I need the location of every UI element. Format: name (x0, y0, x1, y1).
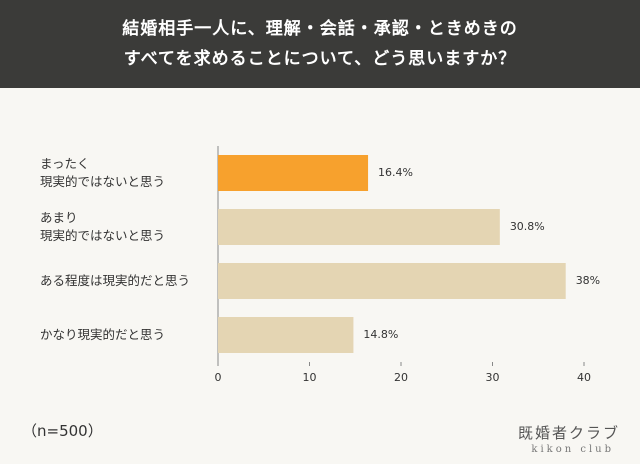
category-label: かなり現実的だと思う (40, 327, 166, 342)
category-label: あまり 現実的ではないと思う (40, 210, 166, 243)
x-tick-label: 10 (303, 371, 317, 384)
category-label: ある程度は現実的だと思う (40, 273, 191, 288)
bar (218, 209, 500, 245)
bar (218, 317, 354, 353)
logo-sub: kikon club (531, 444, 614, 455)
value-label: 16.4% (378, 166, 413, 179)
category-label: まったく 現実的ではないと思う (40, 156, 166, 189)
value-label: 14.8% (363, 328, 398, 341)
bar (218, 155, 369, 191)
sample-note: （n=500） (22, 422, 103, 440)
x-tick-label: 0 (215, 371, 222, 384)
x-tick-label: 20 (394, 371, 408, 384)
x-tick-label: 30 (486, 371, 500, 384)
title: 結婚相手一人に、理解・会話・承認・ときめきの すべてを求めることについて、どう思… (122, 19, 518, 69)
x-tick-label: 40 (577, 371, 591, 384)
logo: 既婚者クラブ (517, 424, 620, 442)
value-label: 30.8% (510, 220, 545, 233)
header (0, 0, 640, 88)
value-label: 38% (576, 274, 600, 287)
bar (218, 263, 566, 299)
